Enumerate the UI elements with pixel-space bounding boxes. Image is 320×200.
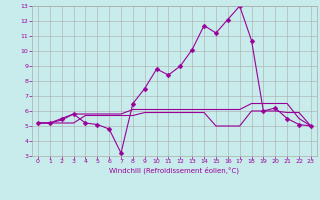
X-axis label: Windchill (Refroidissement éolien,°C): Windchill (Refroidissement éolien,°C) — [109, 167, 239, 174]
